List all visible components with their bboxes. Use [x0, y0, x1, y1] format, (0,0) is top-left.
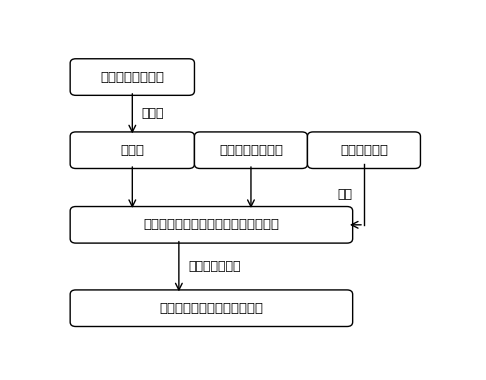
Text: 预处理: 预处理 — [142, 107, 164, 120]
FancyBboxPatch shape — [70, 132, 194, 168]
Text: 氯化鑠或者疗酸鑠: 氯化鑠或者疗酸鑠 — [219, 144, 283, 157]
FancyBboxPatch shape — [70, 59, 194, 95]
Text: 氯化鑠或疗酸鑠与细菌纤维素混合溶液: 氯化鑠或疗酸鑠与细菌纤维素混合溶液 — [143, 218, 279, 231]
Text: 漂洗和离心分离: 漂洗和离心分离 — [188, 260, 241, 273]
Text: 卩氢化需溶液: 卩氢化需溶液 — [340, 144, 388, 157]
FancyBboxPatch shape — [70, 207, 353, 243]
FancyBboxPatch shape — [70, 290, 353, 326]
Text: 细菌纤维素负载鑠催化剂产品: 细菌纤维素负载鑠催化剂产品 — [159, 302, 263, 315]
Text: 细菌纤维素原材料: 细菌纤维素原材料 — [100, 71, 164, 84]
FancyBboxPatch shape — [308, 132, 420, 168]
FancyBboxPatch shape — [194, 132, 308, 168]
Text: 滴加: 滴加 — [338, 188, 353, 201]
Text: 超纯水: 超纯水 — [121, 144, 144, 157]
